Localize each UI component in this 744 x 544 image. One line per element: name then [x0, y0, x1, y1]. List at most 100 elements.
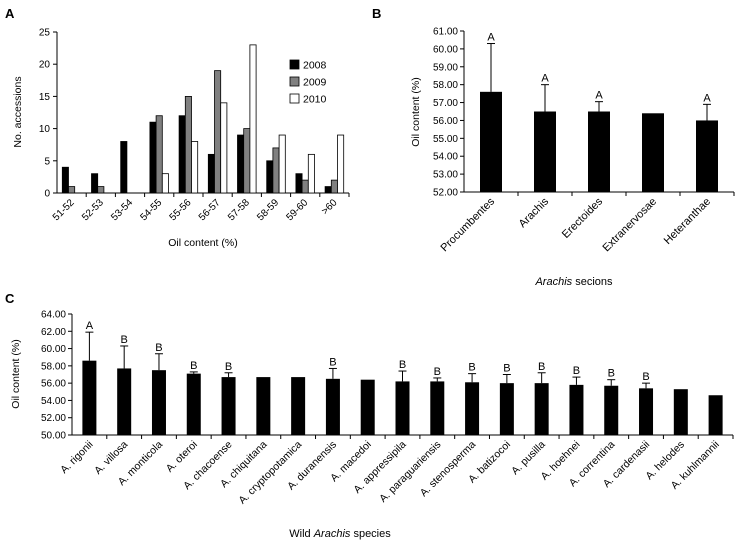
panel-b-bar [534, 111, 556, 192]
panel-c-bar [186, 373, 201, 435]
panel-b-significance-letter: A [541, 73, 549, 85]
panel-c-y-tick-label: 60.00 [41, 344, 66, 355]
panel-c-significance-letter: B [121, 334, 128, 346]
panel-b-y-tick-label: 56.00 [433, 116, 458, 127]
panel-a-bar-2009 [272, 147, 280, 194]
panel-c-bar [708, 395, 723, 435]
panel-b-bar [480, 91, 502, 192]
panel-label-b: B [372, 6, 381, 21]
panel-c-x-tick-label: A. rigonii [58, 439, 95, 476]
panel-a-bar-2010 [249, 44, 257, 194]
panel-b-x-axis-title: Arachis secions [534, 276, 613, 288]
panel-c-bar [395, 381, 410, 435]
panel-b-y-tick-label: 54.00 [433, 152, 458, 163]
panel-a-x-tick-label: 53-54 [109, 197, 135, 223]
panel-c-x-axis-title-italic: Arachis [313, 528, 351, 540]
panel-a-x-tick-label: >60 [320, 197, 340, 217]
panel-a-x-tick-label: 52-53 [80, 197, 106, 223]
panel-a-x-tick-label: 51-52 [51, 197, 77, 223]
panel-a-legend-swatch [289, 93, 300, 104]
panel-c-bar [639, 388, 654, 435]
panel-a-bar-2008 [178, 115, 186, 194]
panel-a-bar-2008 [91, 173, 99, 194]
panel-label-a: A [5, 6, 15, 21]
panel-c-significance-letter: B [434, 366, 441, 378]
panel-a-legend-swatch [289, 59, 300, 70]
panel-c-significance-letter: A [86, 320, 94, 332]
panel-a-bar-2010 [220, 102, 228, 194]
panel-a-chart: 0 5 10 15 20 25 51-52 52-53 53-54 54-55 55-56 56-57… [12, 28, 350, 249]
panel-c-x-axis-title-end: species [350, 528, 391, 540]
panel-c-bar [325, 378, 340, 435]
panel-a-y-tick-label: 0 [44, 189, 50, 200]
panel-c-bar [604, 385, 619, 435]
panel-b-x-tick-label: Extranervosae [600, 196, 659, 255]
panel-a-x-tick-label: 54-55 [138, 197, 164, 223]
panel-c-bar [430, 381, 445, 435]
panel-a-bar-2010 [337, 134, 345, 194]
panel-a-y-tick-label: 10 [39, 124, 51, 135]
panel-c-x-axis-title-start: Wild [289, 528, 313, 540]
panel-a-bar-2009 [214, 70, 222, 194]
panel-b-y-tick-label: 61.00 [433, 27, 458, 38]
panel-a-y-tick-label: 25 [39, 28, 51, 39]
panel-a-bar-2008 [207, 153, 215, 194]
panel-a-legend-swatch [289, 76, 300, 87]
panel-c-y-tick-label: 54.00 [41, 396, 66, 407]
panel-c-significance-letter: B [608, 368, 615, 380]
panel-b-chart: 52.00 53.00 54.00 55.00 56.00 57.00 58.00 59.00… [410, 27, 735, 288]
panel-b-x-tick-label: Heteranthae [662, 196, 713, 247]
panel-c-bar [151, 370, 166, 435]
panel-a-bar-2008 [266, 160, 274, 194]
panel-b-bar [642, 113, 664, 192]
panel-c-y-tick-label: 52.00 [41, 413, 66, 424]
panel-b-x-axis-title-rest: secions [572, 276, 613, 288]
panel-c-bar [256, 377, 271, 435]
panel-b-significance-letter: A [703, 92, 711, 104]
panel-c-y-tick-label: 56.00 [41, 379, 66, 390]
panel-a-x-tick-label: 55-56 [168, 197, 194, 223]
panel-c-y-tick-label: 58.00 [41, 361, 66, 372]
panel-a-bar-2008 [237, 134, 245, 194]
panel-c-bar [499, 383, 514, 435]
panel-c-y-tick-label: 64.00 [41, 310, 66, 321]
panel-a-bar-2009 [97, 186, 105, 194]
panel-a-y-tick-label: 5 [44, 156, 50, 167]
panel-b-significance-letter: A [595, 90, 603, 102]
panel-b-significance-letter: A [487, 32, 495, 44]
panel-b-y-axis-title: Oil content (%) [410, 77, 422, 146]
panel-a-bar-2008 [324, 186, 332, 194]
panel-a-y-axis-title: No. accessions [12, 76, 24, 147]
panel-c-bar [117, 368, 132, 435]
panel-c-significance-letter: B [329, 356, 336, 368]
panel-a-legend-label: 2008 [303, 60, 327, 72]
panel-a-bar-2008 [295, 173, 303, 194]
panel-b-y-tick-label: 57.00 [433, 98, 458, 109]
panel-b-y-tick-label: 60.00 [433, 44, 458, 55]
panel-a-bar-2009 [243, 128, 251, 194]
panel-a-legend-label: 2009 [303, 77, 327, 89]
panel-label-c: C [5, 291, 15, 306]
panel-c-significance-letter: B [190, 360, 197, 372]
panel-b-y-tick-label: 53.00 [433, 170, 458, 181]
panel-c-significance-letter: B [399, 359, 406, 371]
panel-b-y-tick-label: 58.00 [433, 80, 458, 91]
panel-c-x-tick-label: A. paraguariensis [377, 439, 443, 505]
panel-c-y-axis-title: Oil content (%) [10, 339, 22, 408]
panel-c-y-tick-label: 50.00 [41, 431, 66, 442]
panel-a-bar-2009 [155, 115, 163, 194]
panel-a-x-tick-label: 57-58 [226, 197, 252, 223]
panel-a-legend-label: 2010 [303, 94, 327, 106]
panel-b-x-tick-label: Procumbentes [438, 195, 497, 254]
panel-c-significance-letter: B [642, 371, 649, 383]
panel-c-bar [221, 377, 236, 435]
panel-c-x-tick-label: A. cryptopotamica [236, 439, 304, 507]
panel-a-bar-2009 [330, 179, 338, 194]
panel-c-chart: 50.00 52.00 54.00 56.00 58.00 60.00 62.00 64.00… [10, 310, 734, 540]
panel-b-y-tick-label: 55.00 [433, 134, 458, 145]
panel-a-x-tick-label: 59-60 [284, 197, 310, 223]
panel-a-bar-2009 [68, 186, 76, 194]
panel-a-y-tick-label: 20 [39, 60, 51, 71]
panel-c-significance-letter: B [538, 361, 545, 373]
